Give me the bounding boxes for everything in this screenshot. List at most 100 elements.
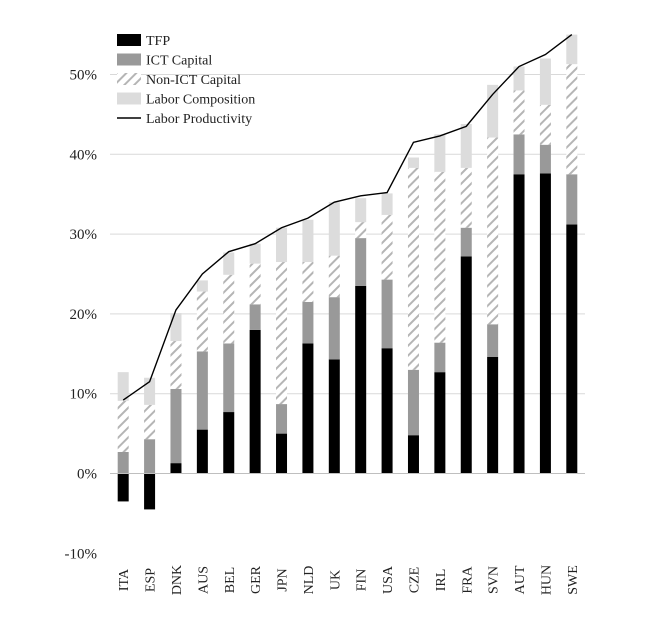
x-tick-label: UK [328,570,343,590]
y-tick-label: 40% [70,147,98,163]
x-tick-label: DNK [170,565,185,595]
bar-dnk-tfp [170,463,182,474]
y-tick-label: 10% [70,387,98,403]
y-tick-label: 20% [70,307,98,323]
legend-swatch-tfp [117,34,141,46]
bar-uk-labor-composition [328,202,340,256]
bar-jpn-non-ict-capital [276,262,288,405]
bar-swe-labor-composition [566,34,578,65]
legend-swatch-non-ict-capital [117,73,141,85]
y-tick-label: 0% [77,467,97,483]
labor-productivity-line [122,34,573,401]
bar-aus-non-ict-capital [196,291,208,352]
bar-irl-labor-composition [434,134,446,172]
bar-aut-tfp [513,174,525,474]
x-tick-label: USA [381,565,396,594]
legend: TFP ICT Capital Non-ICT Capital Labor Compo… [117,34,255,127]
bar-fin-ict-capital [355,238,367,286]
bar-aut-ict-capital [513,134,525,175]
bar-aus-ict-capital [196,351,208,430]
bar-cze-tfp [407,435,419,474]
bar-hun-labor-composition [539,58,551,105]
bar-uk-ict-capital [328,297,340,360]
bar-fra-non-ict-capital [460,167,472,228]
bar-bel-labor-composition [223,252,235,275]
bar-jpn-tfp [276,433,288,474]
bar-fin-tfp [355,285,367,474]
legend-swatch-labor-composition [117,92,141,105]
bar-aut-labor-composition [513,66,525,91]
bar-irl-ict-capital [434,342,446,373]
gridlines [110,74,585,395]
legend-label: Labor Productivity [146,112,252,127]
legend-label: TFP [146,34,170,49]
x-tick-label: BEL [223,567,238,593]
x-tick-label: ESP [144,568,159,592]
y-tick-label: 30% [70,227,98,243]
bar-bel-non-ict-capital [223,274,235,344]
bar-uk-tfp [328,359,340,474]
y-tick-label: 50% [70,68,98,84]
bar-ger-labor-composition [249,243,261,264]
x-tick-label: NLD [302,566,317,595]
bar-ita-ict-capital [117,451,129,474]
bar-ger-non-ict-capital [249,263,261,305]
x-tick-label: FIN [355,569,370,592]
x-tick-label: CZE [407,567,422,593]
x-tick-label: AUT [513,565,528,594]
bar-ita-non-ict-capital [117,400,129,452]
bar-cze-labor-composition [407,157,419,168]
bar-hun-ict-capital [539,144,551,174]
bar-fra-tfp [460,256,472,474]
bar-esp-ict-capital [144,439,156,474]
bar-swe-non-ict-capital [566,64,578,175]
x-tick-label: HUN [539,565,554,595]
bar-cze-non-ict-capital [407,167,419,370]
bar-esp-non-ict-capital [144,404,156,440]
legend-label: Non-ICT Capital [146,73,241,88]
bar-usa-non-ict-capital [381,214,393,280]
bar-aus-labor-composition [196,280,208,292]
bar-svn-non-ict-capital [487,137,499,325]
legend-swatch-ict-capital [117,53,141,66]
x-tick-label: AUS [196,566,211,594]
bars [117,34,578,510]
bar-bel-tfp [223,412,235,474]
bar-swe-ict-capital [566,174,578,225]
bar-esp-labor-composition [144,377,156,405]
bar-hun-non-ict-capital [539,104,551,145]
legend-label: Labor Composition [146,93,255,108]
bar-nld-tfp [302,343,314,474]
bar-usa-labor-composition [381,193,393,215]
x-tick-label: ITA [117,568,132,591]
bar-bel-ict-capital [223,343,235,413]
bar-fin-non-ict-capital [355,222,367,239]
bar-cze-ict-capital [407,369,419,436]
bar-fra-labor-composition [460,123,472,168]
bar-dnk-non-ict-capital [170,341,182,389]
x-tick-label: JPN [276,568,291,591]
x-tick-label: SVN [487,566,502,594]
bar-usa-tfp [381,348,393,474]
y-tick-label: -10% [65,546,98,562]
x-tick-label: IRL [434,569,449,592]
legend-label: ICT Capital [146,54,212,69]
bar-hun-tfp [539,173,551,474]
bar-fin-labor-composition [355,198,367,223]
bar-aut-non-ict-capital [513,90,525,135]
bar-ger-ict-capital [249,304,261,330]
bar-uk-non-ict-capital [328,255,340,298]
bar-svn-tfp [487,356,499,474]
bar-nld-non-ict-capital [302,262,314,302]
bar-jpn-ict-capital [276,404,288,434]
x-tick-label: SWE [566,565,581,595]
bar-nld-labor-composition [302,219,314,263]
bar-irl-tfp [434,372,446,474]
bar-ger-tfp [249,329,261,474]
bar-ita-tfp [117,473,129,502]
bar-svn-labor-composition [487,84,499,138]
bar-dnk-ict-capital [170,388,182,464]
bar-svn-ict-capital [487,324,499,357]
